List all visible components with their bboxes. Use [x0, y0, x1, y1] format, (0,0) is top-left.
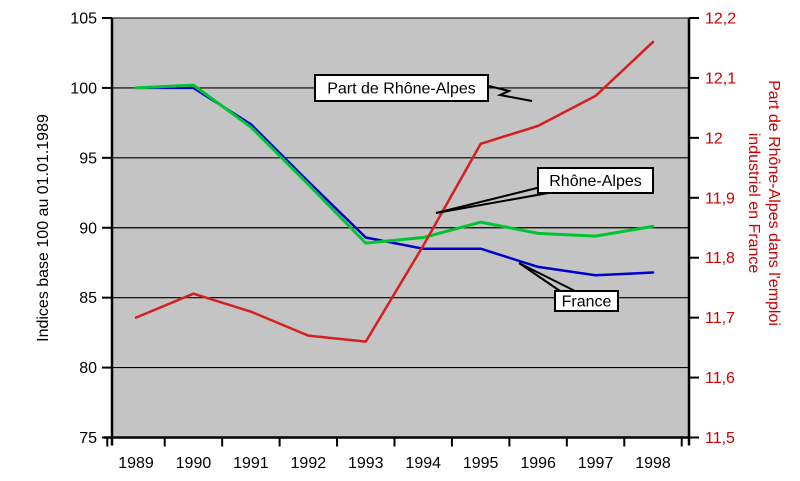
callout-leader [435, 191, 555, 214]
series-line-rh-ne-alpes [134, 83, 655, 245]
callout-leader [518, 262, 561, 292]
callout-box [314, 74, 489, 102]
y-right-tick-label: 12,2 [705, 11, 736, 28]
y-left-tick-label: 75 [79, 430, 97, 447]
y-left-tick-label: 105 [70, 11, 97, 28]
y-left-tick-label: 90 [79, 220, 97, 237]
x-tick-label: 1991 [233, 455, 269, 472]
y-right-tick-label: 11,5 [705, 430, 735, 447]
x-tick-label: 1997 [578, 455, 614, 472]
x-tick-label: 1994 [405, 455, 441, 472]
y-left-tick-label: 80 [79, 360, 97, 377]
left-axis-title: Indices base 100 au 01.01.1989 [35, 114, 52, 342]
callout-leader [518, 262, 576, 292]
callout-leader [435, 186, 542, 214]
y-left-tick-label: 100 [70, 80, 97, 97]
y-right-tick-label: 11,9 [705, 190, 735, 207]
y-left-tick-label: 95 [79, 150, 97, 167]
y-right-tick-label: 12,1 [705, 70, 736, 87]
right-axis-title: Part de Rhône-Alpes dans l'emploi indust… [743, 80, 783, 326]
callout-label: France [562, 294, 612, 311]
callout-leader [488, 85, 533, 102]
callout-label: Rhône-Alpes [549, 173, 642, 190]
x-tick-label: 1992 [291, 455, 327, 472]
y-right-tick-label: 11,8 [705, 250, 735, 267]
callout-box [537, 167, 654, 194]
x-tick-label: 1996 [520, 455, 556, 472]
x-tick-label: 1995 [463, 455, 499, 472]
y-right-tick-label: 11,6 [705, 370, 735, 387]
y-left-tick-label: 85 [79, 290, 97, 307]
x-tick-label: 1998 [635, 455, 671, 472]
callout-box [554, 290, 619, 312]
x-tick-label: 1989 [118, 455, 154, 472]
x-tick-label: 1990 [176, 455, 212, 472]
y-right-tick-label: 12 [705, 130, 723, 147]
y-right-tick-label: 11,7 [705, 310, 735, 327]
series-line-part-de-rh-ne-alpes [134, 40, 655, 343]
right-axis-title-line1: Part de Rhône-Alpes dans l'emploi [765, 80, 782, 326]
callout-label: Part de Rhône-Alpes [327, 81, 476, 98]
x-tick-label: 1993 [348, 455, 384, 472]
right-axis-title-line2: industriel en France [745, 132, 762, 274]
